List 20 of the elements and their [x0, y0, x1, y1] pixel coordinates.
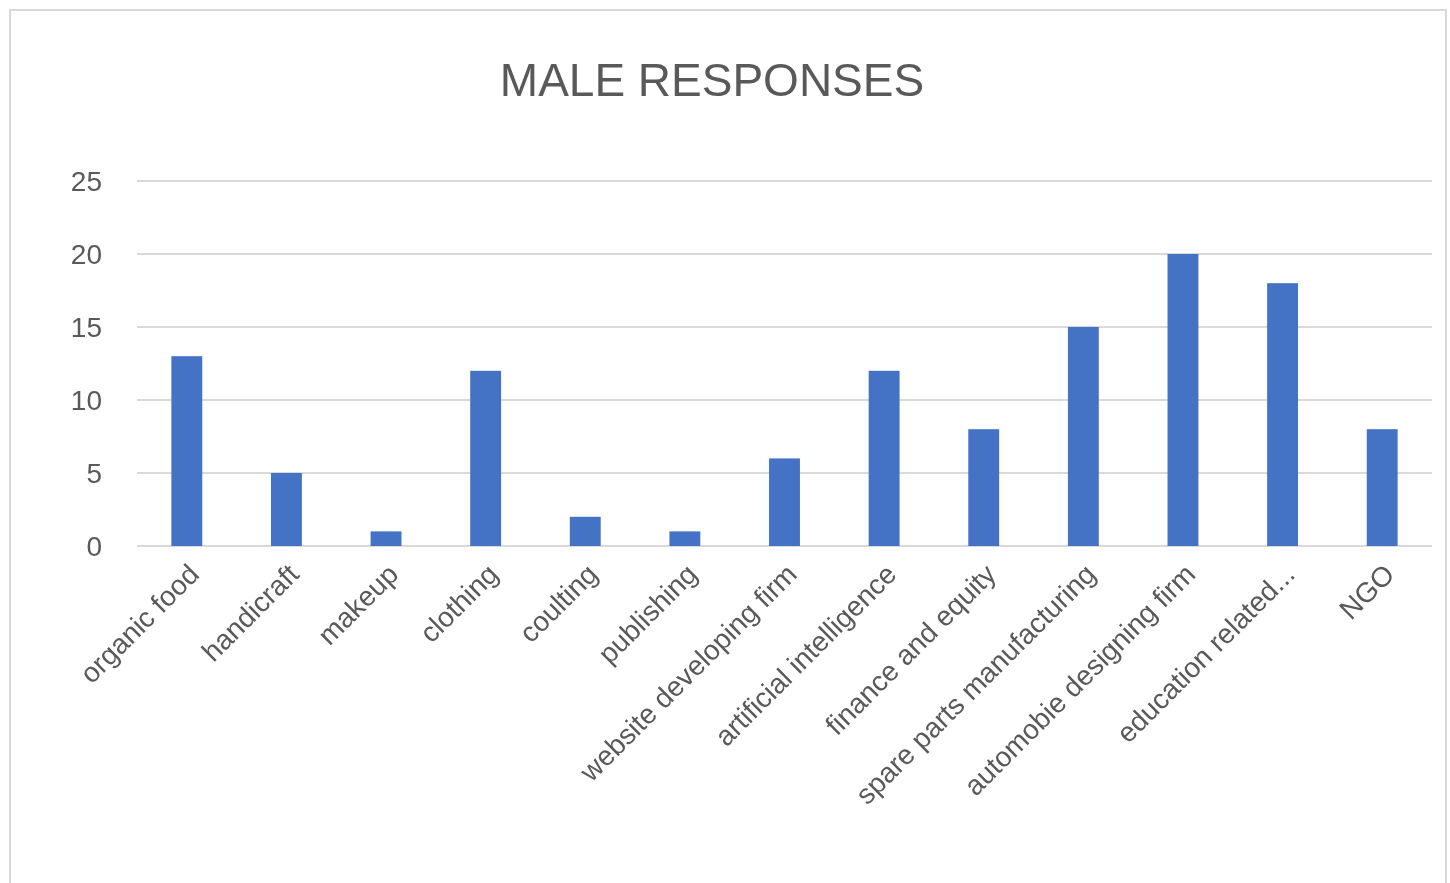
y-tick-label: 25: [70, 165, 102, 197]
bar: [1167, 254, 1199, 546]
bar: [1366, 429, 1398, 546]
chart-title: MALE RESPONSES: [499, 54, 925, 106]
bar: [868, 370, 900, 546]
bar: [470, 370, 502, 546]
bar: [968, 429, 1000, 546]
bar: [171, 356, 203, 546]
bar: [1267, 283, 1299, 546]
y-tick-label: 0: [86, 530, 102, 562]
bar: [669, 531, 701, 546]
bar: [569, 516, 601, 546]
bar: [270, 473, 302, 546]
bar: [1067, 327, 1099, 546]
y-tick-label: 20: [70, 238, 102, 270]
y-tick-label: 5: [86, 457, 102, 489]
y-tick-label: 10: [70, 384, 102, 416]
bar: [769, 458, 800, 546]
bar: [370, 531, 402, 546]
y-tick-label: 15: [70, 311, 102, 343]
